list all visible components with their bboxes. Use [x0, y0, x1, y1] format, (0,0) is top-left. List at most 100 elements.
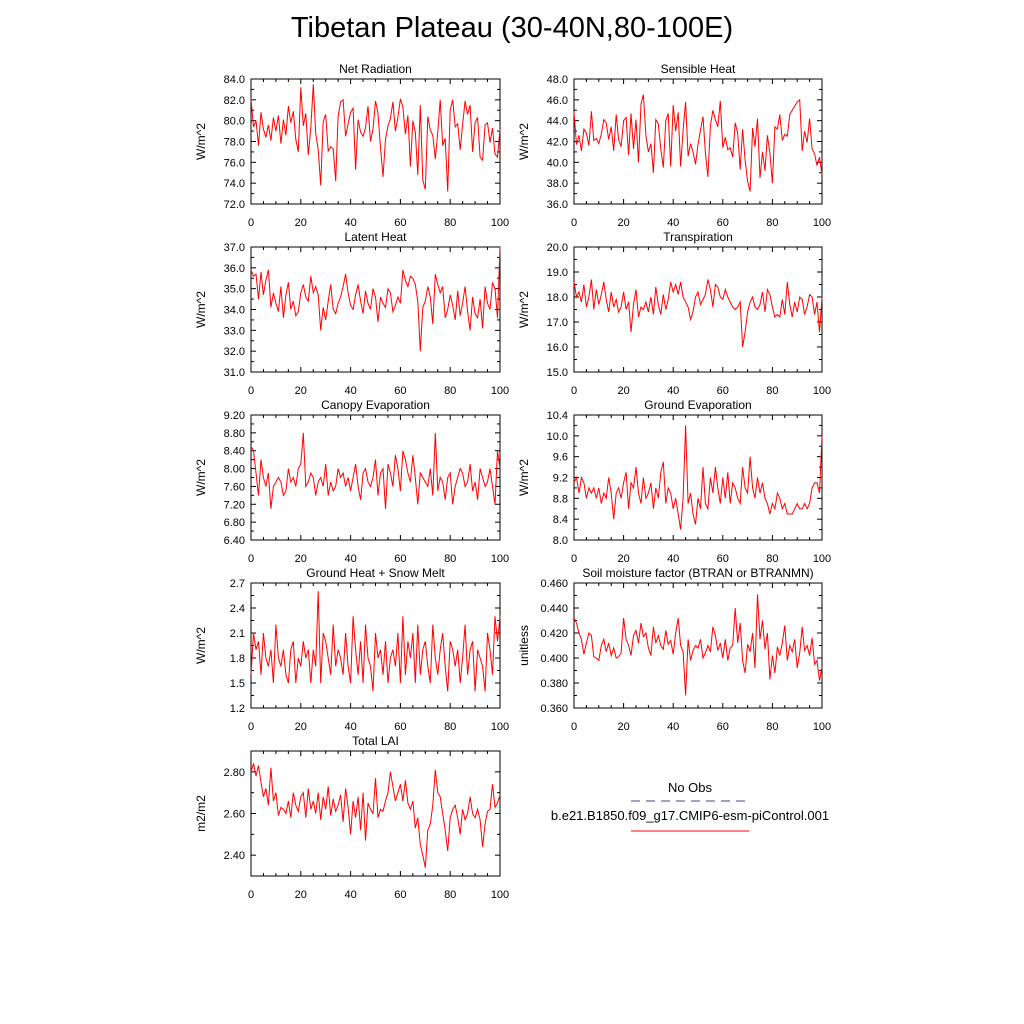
plot-frame	[250, 78, 501, 205]
y-axis-label: W/m^2	[194, 123, 208, 160]
x-tick-label: 100	[813, 721, 831, 733]
y-tick-label: 18.0	[547, 292, 568, 304]
y-tick-label: 2.7	[230, 578, 245, 590]
y-tick-label: 74.0	[224, 178, 245, 190]
y-tick-label: 20.0	[547, 242, 568, 254]
y-tick-label: 8.8	[553, 493, 568, 505]
x-tick-label: 60	[394, 889, 406, 901]
page-title: Tibetan Plateau (30-40N,80-100E)	[290, 12, 734, 44]
y-tick-label: 0.440	[540, 603, 568, 615]
x-tick-label: 40	[344, 385, 356, 397]
x-tick-label: 0	[248, 721, 254, 733]
x-tick-label: 80	[444, 889, 456, 901]
y-tick-label: 37.0	[224, 242, 245, 254]
y-tick-label: 9.20	[224, 410, 245, 422]
y-tick-label: 6.40	[224, 535, 245, 547]
y-tick-label: 76.0	[224, 157, 245, 169]
y-tick-label: 42.0	[547, 137, 568, 149]
x-tick-label: 40	[344, 553, 356, 565]
y-tick-label: 72.0	[224, 199, 245, 211]
chart-panel-5: Canopy Evaporation W/m^2 0 20 40 60 80 100 6.40 6…	[194, 398, 509, 565]
x-tick-label: 20	[295, 217, 307, 229]
plot-frame	[250, 246, 501, 373]
y-tick-label: 38.0	[547, 178, 568, 190]
y-tick-label: 1.8	[230, 653, 245, 665]
x-tick-label: 100	[491, 385, 509, 397]
x-tick-label: 20	[295, 889, 307, 901]
x-tick-label: 100	[491, 553, 509, 565]
x-tick-label: 80	[766, 385, 778, 397]
x-tick-label: 0	[248, 217, 254, 229]
chart-title: Soil moisture factor (BTRAN or BTRANMN)	[582, 566, 813, 580]
x-tick-label: 0	[571, 553, 577, 565]
x-tick-label: 80	[766, 217, 778, 229]
y-tick-label: 2.1	[230, 628, 245, 640]
y-tick-label: 9.6	[553, 452, 568, 464]
y-axis-label: W/m^2	[194, 291, 208, 328]
x-tick-label: 80	[444, 385, 456, 397]
x-tick-label: 40	[344, 721, 356, 733]
x-tick-label: 100	[813, 217, 831, 229]
x-tick-label: 40	[667, 217, 679, 229]
x-tick-label: 0	[571, 721, 577, 733]
x-tick-label: 80	[444, 553, 456, 565]
series-line	[250, 84, 501, 192]
x-tick-label: 60	[717, 217, 729, 229]
plot-frame	[250, 582, 501, 709]
series-line	[250, 246, 501, 352]
y-tick-label: 48.0	[547, 74, 568, 86]
y-tick-label: 36.0	[547, 199, 568, 211]
y-tick-label: 16.0	[547, 342, 568, 354]
chart-panel-1: Net Radiation W/m^2 0 20 40 60 80 100 72.0 74.0 76…	[194, 62, 509, 229]
x-tick-label: 60	[394, 553, 406, 565]
chart-title: Sensible Heat	[661, 62, 736, 76]
y-tick-label: 10.4	[547, 410, 568, 422]
x-tick-label: 0	[248, 553, 254, 565]
series-line	[573, 279, 823, 348]
y-axis-label: unitless	[517, 625, 531, 666]
chart-title: Latent Heat	[344, 230, 407, 244]
y-tick-label: 32.0	[224, 346, 245, 358]
y-tick-label: 7.20	[224, 499, 245, 511]
y-tick-label: 2.40	[224, 850, 245, 862]
y-tick-label: 84.0	[224, 74, 245, 86]
y-tick-label: 2.4	[230, 603, 245, 615]
y-tick-label: 31.0	[224, 367, 245, 379]
x-tick-label: 100	[813, 385, 831, 397]
x-tick-label: 40	[667, 721, 679, 733]
y-tick-label: 19.0	[547, 267, 568, 279]
chart-panel-2: Sensible Heat W/m^2 0 20 40 60 80 100 36.0 38.0 40…	[517, 62, 831, 229]
y-tick-label: 10.0	[547, 431, 568, 443]
y-tick-label: 80.0	[224, 116, 245, 128]
y-tick-label: 9.2	[553, 473, 568, 485]
chart-panel-9: Total LAI m2/m2 0 20 40 60 80 100 2.40 2.60 2.80	[194, 734, 509, 901]
y-axis-label: W/m^2	[194, 627, 208, 664]
x-tick-label: 100	[813, 553, 831, 565]
chart-title: Ground Evaporation	[644, 398, 751, 412]
y-tick-label: 1.2	[230, 703, 245, 715]
x-tick-label: 20	[295, 721, 307, 733]
x-tick-label: 0	[571, 385, 577, 397]
y-tick-label: 8.4	[553, 514, 568, 526]
y-tick-label: 44.0	[547, 116, 568, 128]
x-tick-label: 80	[766, 553, 778, 565]
x-tick-label: 0	[248, 385, 254, 397]
chart-panel-3: Latent Heat W/m^2 0 20 40 60 80 100 31.0 32.0 33.0…	[194, 230, 509, 397]
x-tick-label: 60	[717, 721, 729, 733]
y-tick-label: 0.360	[540, 703, 568, 715]
y-tick-label: 0.380	[540, 678, 568, 690]
x-tick-label: 40	[667, 385, 679, 397]
y-axis-label: W/m^2	[517, 459, 531, 496]
y-tick-label: 0.400	[540, 653, 568, 665]
x-tick-label: 0	[571, 217, 577, 229]
x-tick-label: 60	[394, 385, 406, 397]
y-tick-label: 15.0	[547, 367, 568, 379]
x-tick-label: 20	[617, 385, 629, 397]
chart-title: Total LAI	[352, 734, 399, 748]
y-tick-label: 46.0	[547, 95, 568, 107]
x-tick-label: 100	[491, 889, 509, 901]
x-tick-label: 60	[717, 385, 729, 397]
x-tick-label: 60	[394, 217, 406, 229]
y-tick-label: 7.60	[224, 481, 245, 493]
